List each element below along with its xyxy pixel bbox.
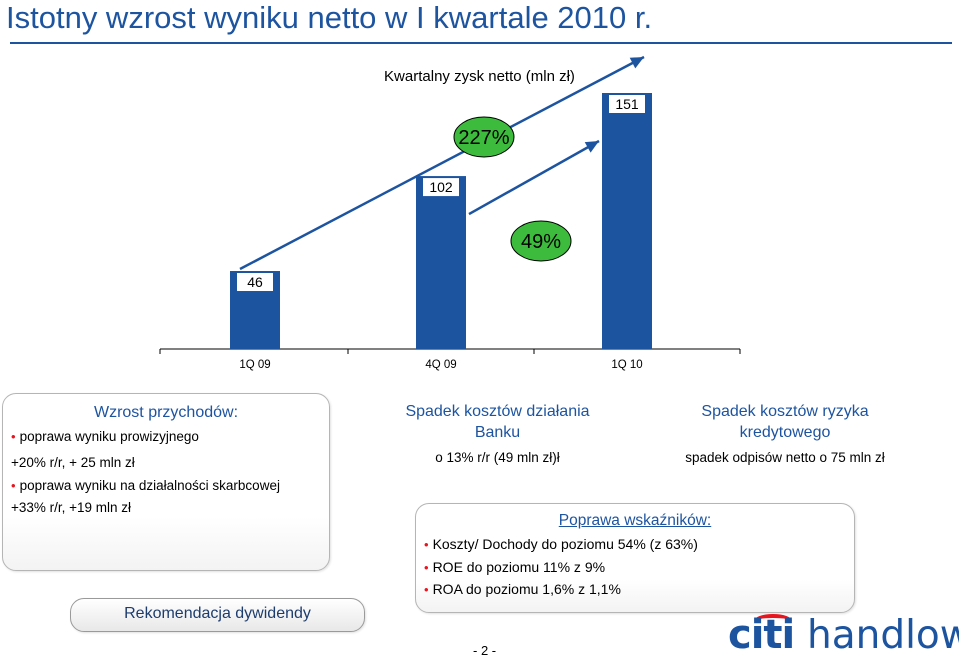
title-divider: [10, 42, 952, 44]
costs-heading-line-2: Banku: [474, 424, 521, 441]
revenue-line-3-text: poprawa wyniku na działalności skarbcowe…: [19, 478, 280, 493]
dividend-label: Rekomendacja dywidendy: [124, 605, 311, 622]
logo-handlowy-text: handlowy: [807, 613, 959, 658]
risk-text: spadek odpisów netto o 75 mln zł: [685, 450, 885, 465]
revenue-heading: Wzrost przychodów:: [93, 404, 239, 421]
ratios-line-2: • ROE do poziomu 11% z 9%: [424, 559, 605, 575]
category-label: 1Q 09: [239, 359, 270, 371]
bar-label-background: [609, 95, 645, 113]
revenue-line-3: • poprawa wyniku na działalności skarbcow…: [11, 478, 280, 493]
bar-4q-09: [416, 176, 466, 349]
bullet-icon: •: [424, 537, 429, 552]
bar-value-label: 151: [615, 96, 639, 112]
page-title: Istotny wzrost wyniku netto w I kwartale…: [6, 0, 653, 35]
growth-arrow-long-line: [239, 55, 645, 271]
bullet-icon: •: [11, 429, 16, 444]
chart-title: Kwartalny zysk netto (mln zł): [384, 68, 575, 85]
ratios-heading: Poprawa wskaźników:: [558, 512, 712, 529]
citi-handlowy-logo: citi handlowy: [728, 612, 959, 662]
bar-value-label: 46: [247, 274, 263, 290]
ratios-line-2-text: ROE do poziomu 11% z 9%: [432, 559, 606, 575]
category-label: 1Q 10: [611, 359, 642, 371]
ratios-line-3-text: ROA do poziomu 1,6% z 1,1%: [432, 581, 621, 597]
growth-arrow-short-head: [584, 141, 599, 153]
net-profit-chart: 46 1Q 09 102 4Q 09 151 1Q 10 227% 49%: [159, 55, 741, 371]
bar-value-label: 102: [429, 179, 453, 195]
growth-arrow-long-head: [629, 57, 644, 69]
costs-heading: Spadek kosztów działania Banku: [360, 401, 635, 443]
costs-heading-line-1: Spadek kosztów działania: [405, 403, 590, 420]
bullet-icon: •: [424, 582, 429, 597]
bullet-icon: •: [11, 478, 16, 493]
ratios-line-1-text: Koszty/ Dochody do poziomu 54% (z 63%): [432, 536, 698, 552]
costs-text: o 13% r/r (49 mln zł)ł: [435, 450, 560, 465]
revenue-growth-box: Wzrost przychodów: • poprawa wyniku prowi…: [2, 393, 330, 571]
growth-arrow-short-line: [468, 139, 600, 216]
ratios-line-3: • ROA do poziomu 1,6% z 1,1%: [424, 581, 621, 597]
ratios-line-1: • Koszty/ Dochody do poziomu 54% (z 63%): [424, 536, 698, 552]
bullet-icon: •: [424, 560, 429, 575]
growth-bubble-227-label: 227%: [458, 127, 509, 149]
logo-citi-text: citi: [728, 612, 795, 658]
logo-arc-icon: [754, 614, 792, 628]
category-label: 4Q 09: [425, 359, 456, 371]
bar-label-background: [237, 273, 273, 292]
page-number: - 2 -: [473, 643, 497, 658]
bar-1q-10: [602, 93, 652, 349]
growth-bubble-227: [453, 116, 515, 158]
revenue-line-4: +33% r/r, +19 mln zł: [11, 500, 132, 515]
ratios-box: Poprawa wskaźników: • Koszty/ Dochody do …: [415, 503, 855, 613]
revenue-line-1: • poprawa wyniku prowizyjnego: [11, 429, 199, 444]
dividend-recommendation-box: Rekomendacja dywidendy: [70, 598, 365, 632]
risk-heading: Spadek kosztów ryzyka kredytowego: [640, 401, 930, 443]
revenue-line-2: +20% r/r, + 25 mln zł: [11, 455, 135, 470]
risk-heading-line-1: Spadek kosztów ryzyka: [701, 403, 869, 420]
growth-bubble-49-label: 49%: [521, 231, 561, 253]
revenue-line-1-text: poprawa wyniku prowizyjnego: [19, 429, 199, 444]
risk-heading-line-2: kredytowego: [739, 424, 831, 441]
bar-label-background: [423, 178, 459, 197]
growth-bubble-49: [510, 220, 572, 262]
